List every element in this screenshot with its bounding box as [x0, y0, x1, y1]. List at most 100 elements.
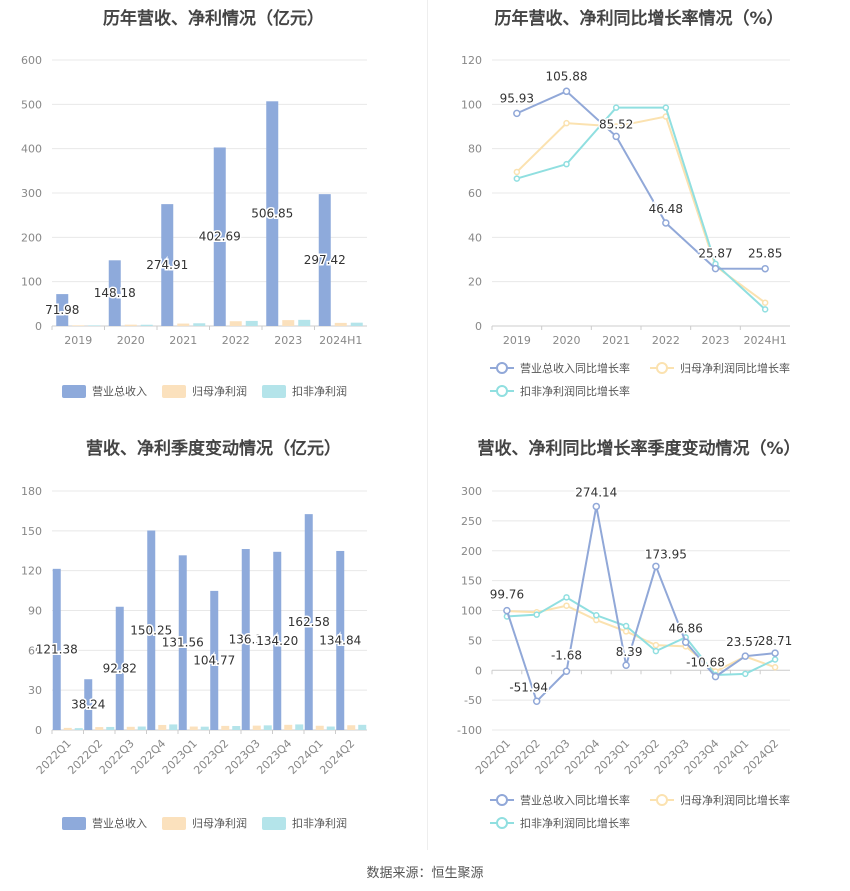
x-tick-label: 2023	[702, 334, 730, 347]
series-revenue-growth-point	[681, 638, 690, 647]
y-tick-label: 120	[461, 54, 482, 67]
revenue-data-label: 150.25	[130, 623, 172, 637]
bar-net-profit	[124, 324, 137, 326]
bar-revenue	[241, 549, 250, 730]
bar-net-profit	[177, 323, 190, 326]
bar-net-profit	[334, 322, 347, 326]
bar-deducted-profit	[106, 726, 115, 730]
y-tick-label: 500	[21, 98, 42, 111]
chart-title: 营收、净利同比增长率季度变动情况（%）	[477, 439, 801, 459]
series-net-growth-point	[761, 299, 769, 306]
growth-data-label: 173.95	[645, 547, 687, 561]
series-revenue-growth-point	[562, 667, 571, 676]
x-tick-label: 2021	[602, 334, 630, 347]
y-tick-label: 80	[468, 143, 482, 156]
x-tick-label: 2024H1	[744, 334, 787, 347]
revenue-data-label: 402.69	[199, 230, 241, 244]
bar-revenue	[210, 590, 219, 730]
legend-label: 营业总收入同比增长率	[520, 793, 630, 807]
growth-data-label: 99.76	[490, 588, 524, 602]
bar-net-profit	[158, 724, 167, 730]
y-tick-label: 400	[21, 143, 42, 156]
series-deducted-growth-point	[742, 670, 749, 678]
legend-swatch	[162, 817, 186, 830]
growth-data-label: -51.94	[509, 680, 548, 694]
bar-revenue	[273, 551, 282, 730]
series-deducted-growth-line	[506, 596, 776, 677]
series-net-growth-point	[513, 168, 521, 176]
bar-revenue	[84, 679, 93, 730]
series-deducted-growth-point	[612, 104, 620, 111]
growth-data-label: -10.68	[686, 656, 725, 670]
growth-data-label: 8.39	[616, 645, 643, 659]
series-revenue-growth-point	[711, 672, 720, 681]
bar-revenue	[178, 555, 187, 730]
growth-data-label: 274.14	[575, 485, 617, 499]
y-tick-label: 180	[21, 485, 42, 498]
series-deducted-growth-point	[771, 656, 779, 663]
series-revenue-growth-point	[532, 697, 541, 706]
annual-bar-chart: 0 100 200 300 400 500 600 2019 2020 2021 2022 2023 2…	[21, 54, 367, 398]
legend-swatch	[62, 817, 86, 830]
revenue-data-label: 104.77	[193, 653, 235, 667]
legend-swatch-marker	[656, 362, 668, 374]
bar-revenue	[336, 550, 345, 730]
legend-label: 营业总收入同比增长率	[520, 361, 630, 375]
legend-swatch-marker	[496, 794, 508, 806]
revenue-data-label: 297.42	[304, 253, 346, 267]
revenue-data-label: 92.82	[103, 661, 137, 675]
bar-revenue	[213, 147, 226, 326]
y-tick-label: 50	[468, 634, 482, 647]
y-tick-label: 150	[461, 575, 482, 588]
bar-deducted-profit	[350, 322, 363, 326]
series-revenue-growth-point	[662, 219, 670, 227]
legend-label: 归母净利润	[192, 384, 247, 398]
legend-label: 归母净利润	[192, 816, 247, 830]
series-revenue-growth-point	[741, 652, 750, 660]
bar-revenue	[108, 260, 121, 326]
y-tick-label: 250	[461, 515, 482, 528]
y-tick-label: 90	[28, 605, 42, 618]
series-revenue-growth-point	[652, 562, 660, 571]
y-tick-label: 100	[461, 605, 482, 618]
y-tick-label: 120	[21, 565, 42, 578]
x-tick-label: 2022	[652, 334, 680, 347]
legend-swatch	[162, 385, 186, 398]
annual-growth-panel: 历年营收、净利同比增长率情况（%） 0 20 40 60 80 100 120 2019 202…	[428, 0, 850, 420]
legend-swatch	[62, 385, 86, 398]
quarterly-bar-chart: 03060901201501802022Q12022Q22022Q32022Q4…	[21, 485, 367, 830]
series-revenue-growth-point	[771, 649, 779, 657]
legend-swatch-marker	[496, 385, 508, 397]
revenue-data-label: 134.84	[319, 633, 361, 647]
series-deducted-growth-point	[593, 612, 600, 619]
growth-data-label: 85.52	[599, 117, 633, 131]
series-revenue-growth-line	[505, 506, 776, 704]
bar-deducted-profit	[326, 726, 335, 730]
revenue-data-label: 148.18	[94, 286, 136, 300]
x-tick-label: 2019	[503, 334, 531, 347]
growth-data-label: 105.88	[546, 69, 588, 83]
bar-net-profit	[252, 725, 261, 730]
series-revenue-growth-point	[622, 661, 630, 669]
legend-label: 扣非净利润	[292, 384, 347, 398]
bar-revenue	[266, 101, 279, 326]
quarterly-growth-line-chart: -100-500501001502002503002022Q12022Q2202…	[457, 484, 794, 830]
bar-deducted-profit	[193, 323, 206, 326]
growth-data-label: 95.93	[500, 91, 534, 105]
y-tick-label: 200	[21, 231, 42, 244]
bar-deducted-profit	[298, 319, 311, 326]
y-tick-label: 40	[468, 231, 482, 244]
growth-data-label: -1.68	[551, 648, 582, 662]
chart-title: 营收、净利季度变动情况（亿元）	[86, 439, 341, 459]
revenue-data-label: 71.98	[45, 303, 79, 317]
bar-net-profit	[95, 727, 104, 730]
y-tick-label: 600	[21, 54, 42, 67]
bar-deducted-profit	[137, 726, 146, 730]
growth-data-label: 28.71	[758, 634, 792, 648]
panel-divider	[427, 0, 428, 850]
growth-data-label: 46.86	[669, 621, 703, 635]
y-tick-label: 300	[21, 187, 42, 200]
series-revenue-growth-point	[761, 264, 769, 273]
series-revenue-growth-point	[592, 502, 601, 511]
y-tick-label: -50	[464, 694, 482, 707]
